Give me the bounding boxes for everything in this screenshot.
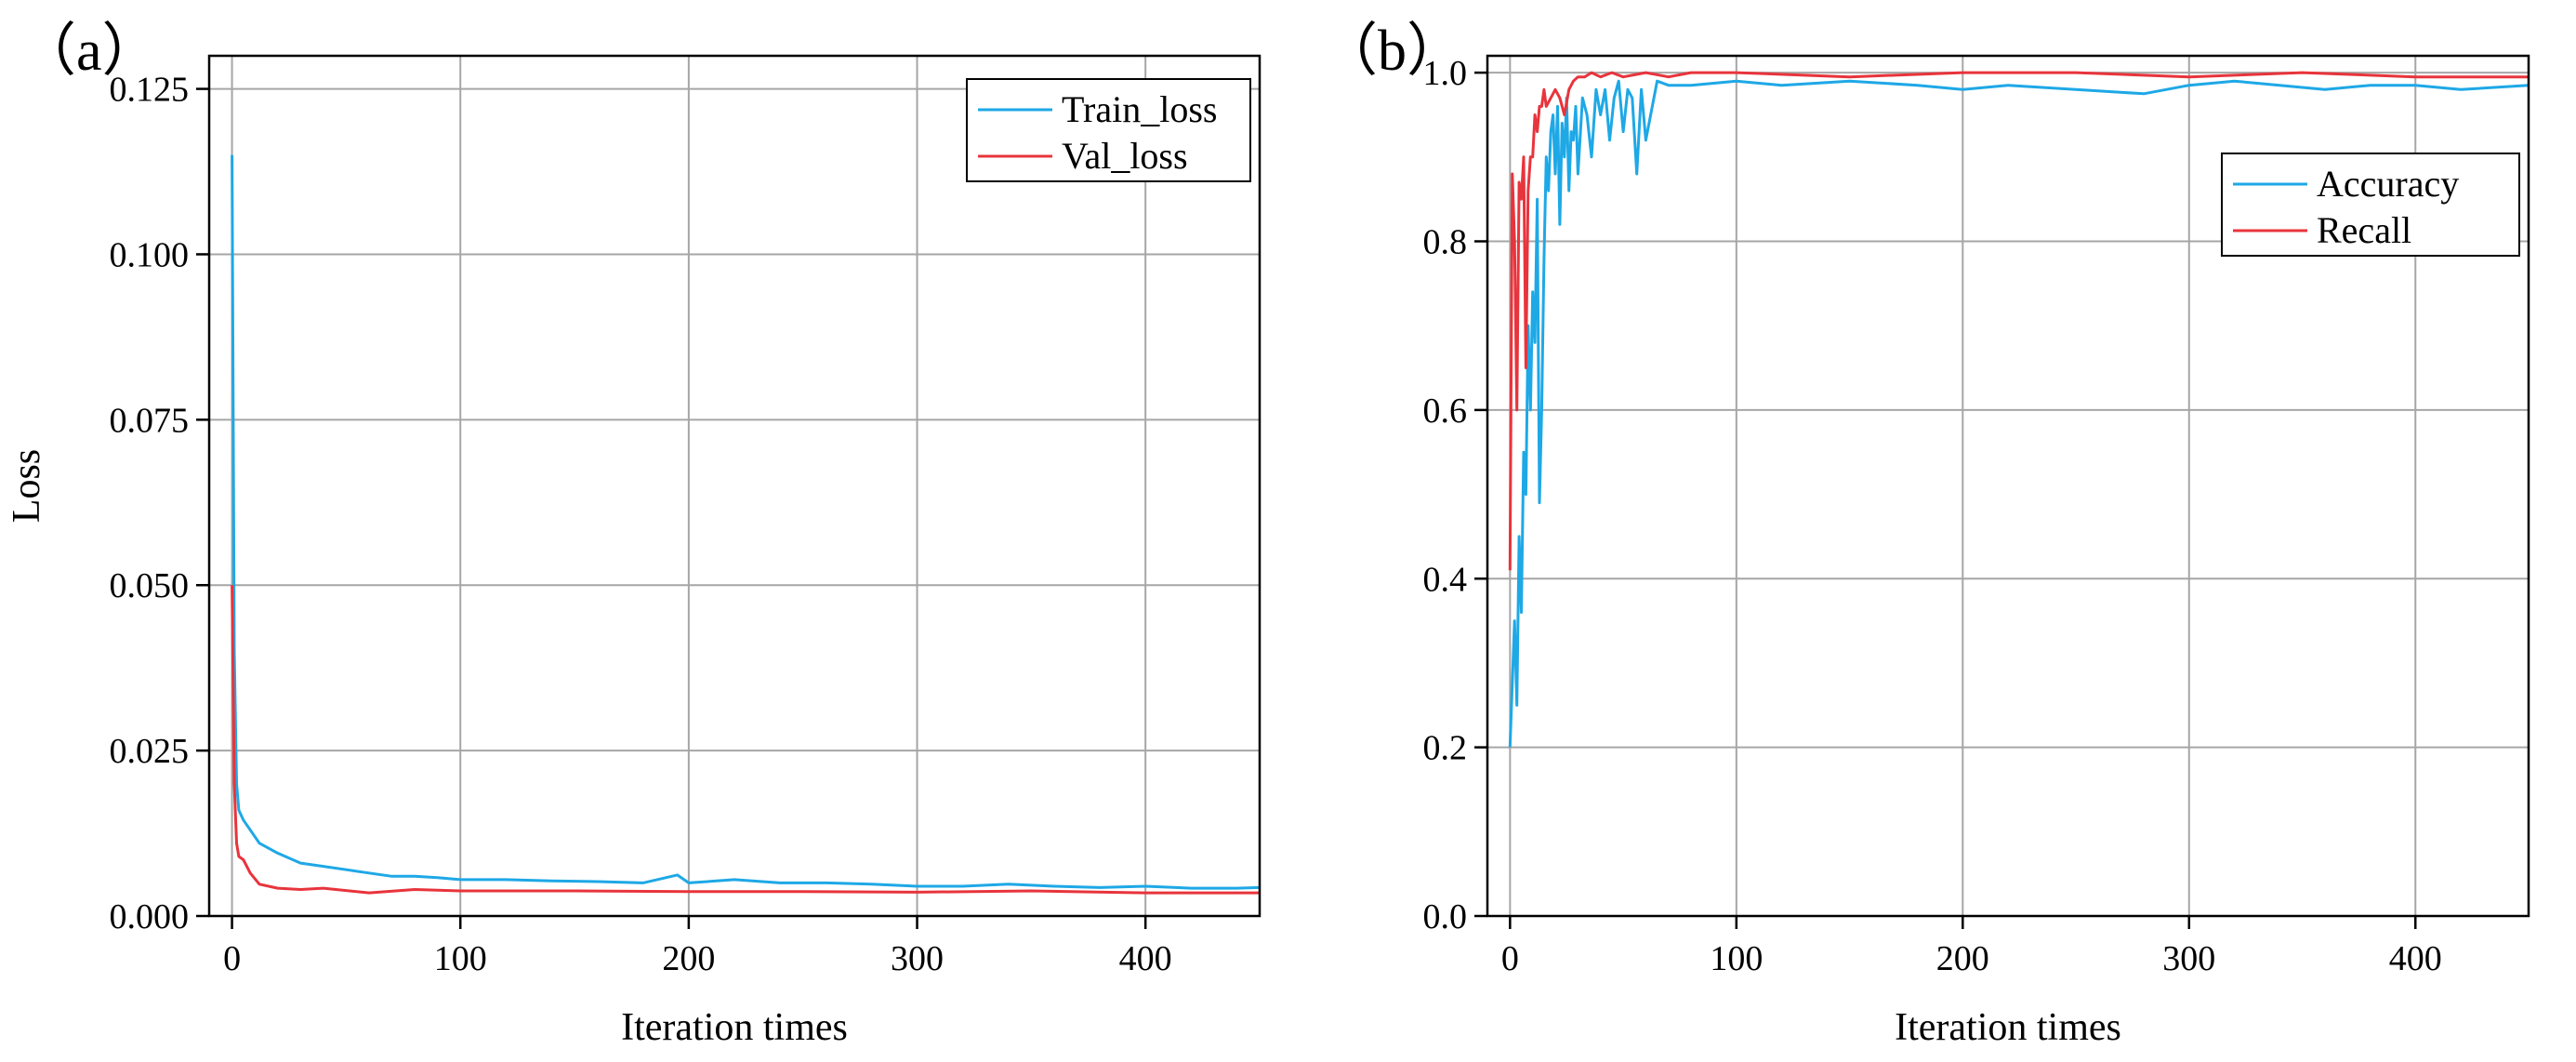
loss-y-tick-label: 0.100 (110, 235, 190, 274)
loss-y-tick-label: 0.075 (110, 401, 190, 440)
metrics-plot-frame (1486, 54, 2530, 918)
loss-x-axis-title: Iteration times (621, 1006, 848, 1049)
loss-series-train-loss (231, 154, 1261, 890)
metrics-panel-label: （b） (1320, 20, 1464, 83)
metrics-legend-label: Accuracy (2317, 163, 2459, 205)
metrics-x-tick-label: 100 (1710, 939, 1763, 978)
loss-legend-label: Val_loss (1062, 135, 1188, 177)
metrics-x-tick-label: 400 (2389, 939, 2442, 978)
metrics-legend-box (2221, 153, 2520, 257)
metrics-y-tick-label: 0.4 (1423, 560, 1468, 599)
loss-x-tick-label: 100 (434, 939, 487, 978)
metrics-x-tick-label: 0 (1501, 939, 1519, 978)
metrics-y-tick-label: 0.8 (1423, 223, 1468, 262)
metrics-x-axis-title: Iteration times (1895, 1006, 2121, 1049)
loss-series-val-loss (231, 585, 1260, 895)
loss-plot-frame (207, 54, 1262, 918)
metrics-x-tick-label: 200 (1936, 939, 1989, 978)
loss-chart-panel: 0 100 200 300 400 0.000 0.025 0.050 0.075 0.100 0.… (6, 20, 1262, 1049)
loss-y-tick-label: 0.125 (110, 71, 190, 110)
loss-x-tick-label: 300 (891, 939, 944, 978)
metrics-y-tick-label: 1.0 (1423, 54, 1468, 93)
loss-legend: Train_loss Val_loss (966, 78, 1251, 182)
loss-legend-label: Train_loss (1062, 88, 1217, 130)
loss-legend-box (966, 78, 1251, 182)
metrics-y-tick-label: 0.2 (1423, 729, 1468, 768)
loss-x-tick-label: 0 (223, 939, 241, 978)
loss-y-tick-label: 0.000 (110, 897, 190, 936)
loss-x-tick-label: 200 (662, 939, 715, 978)
loss-panel-label: （a） (19, 20, 160, 83)
metrics-y-tick-label: 0.0 (1423, 897, 1468, 936)
loss-x-tick-label: 400 (1119, 939, 1172, 978)
metrics-legend-label: Recall (2317, 209, 2411, 251)
loss-y-tick-label: 0.025 (110, 732, 190, 771)
loss-y-tick-label: 0.050 (110, 566, 190, 605)
metrics-y-tick-label: 0.6 (1423, 392, 1468, 431)
metrics-series-recall (1508, 71, 2529, 571)
metrics-chart-panel: 0 100 200 300 400 0.0 0.2 0.4 0.6 0.8 1.0 Iteration… (1320, 20, 2530, 1049)
metrics-x-tick-label: 300 (2162, 939, 2215, 978)
metrics-series-accuracy (1508, 79, 2530, 748)
loss-y-axis-title: Loss (6, 449, 48, 523)
